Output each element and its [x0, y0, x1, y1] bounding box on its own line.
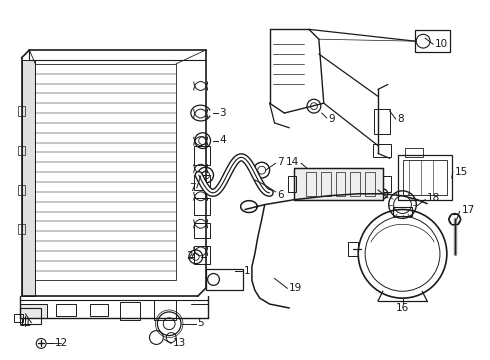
- Text: 5: 5: [197, 318, 203, 328]
- Text: 19: 19: [289, 283, 302, 293]
- Bar: [20, 304, 47, 318]
- Text: 17: 17: [462, 204, 475, 215]
- Bar: [383, 176, 391, 192]
- Text: 18: 18: [427, 193, 441, 203]
- Bar: [294, 168, 383, 200]
- Text: 15: 15: [455, 167, 468, 177]
- Bar: [120, 302, 140, 320]
- Bar: [18, 106, 25, 116]
- Bar: [14, 314, 24, 322]
- Text: 13: 13: [173, 338, 186, 348]
- Text: 7: 7: [189, 183, 196, 193]
- Bar: [194, 246, 210, 264]
- Bar: [194, 198, 210, 215]
- Bar: [194, 145, 210, 165]
- Bar: [18, 145, 25, 156]
- Bar: [35, 64, 176, 280]
- Text: 6: 6: [277, 190, 284, 200]
- Bar: [350, 172, 360, 196]
- Text: 11: 11: [19, 318, 32, 328]
- Text: 2: 2: [186, 251, 193, 261]
- Bar: [373, 144, 391, 157]
- Text: 9: 9: [329, 114, 335, 124]
- Bar: [348, 242, 358, 256]
- Bar: [406, 148, 423, 157]
- Bar: [294, 168, 383, 200]
- Bar: [194, 223, 210, 238]
- Text: 10: 10: [435, 39, 448, 49]
- Bar: [392, 207, 413, 216]
- Text: 8: 8: [397, 114, 404, 124]
- Text: 12: 12: [55, 338, 68, 348]
- Bar: [56, 304, 75, 316]
- Bar: [416, 30, 450, 52]
- Bar: [91, 304, 108, 316]
- Bar: [194, 175, 210, 190]
- Bar: [206, 269, 243, 290]
- Text: 1: 1: [244, 266, 251, 276]
- Bar: [288, 176, 296, 192]
- Bar: [402, 160, 447, 195]
- Text: 7: 7: [277, 157, 284, 167]
- Bar: [22, 60, 35, 296]
- Bar: [365, 172, 375, 196]
- Bar: [336, 172, 345, 196]
- Text: 3: 3: [220, 108, 226, 118]
- Bar: [18, 185, 25, 195]
- Text: 16: 16: [396, 303, 409, 313]
- Text: 4: 4: [220, 135, 226, 145]
- Bar: [18, 224, 25, 234]
- Bar: [397, 156, 452, 200]
- Bar: [20, 308, 41, 324]
- Bar: [321, 172, 331, 196]
- Text: 14: 14: [286, 157, 299, 167]
- Bar: [154, 300, 176, 320]
- Bar: [306, 172, 316, 196]
- Bar: [374, 109, 390, 134]
